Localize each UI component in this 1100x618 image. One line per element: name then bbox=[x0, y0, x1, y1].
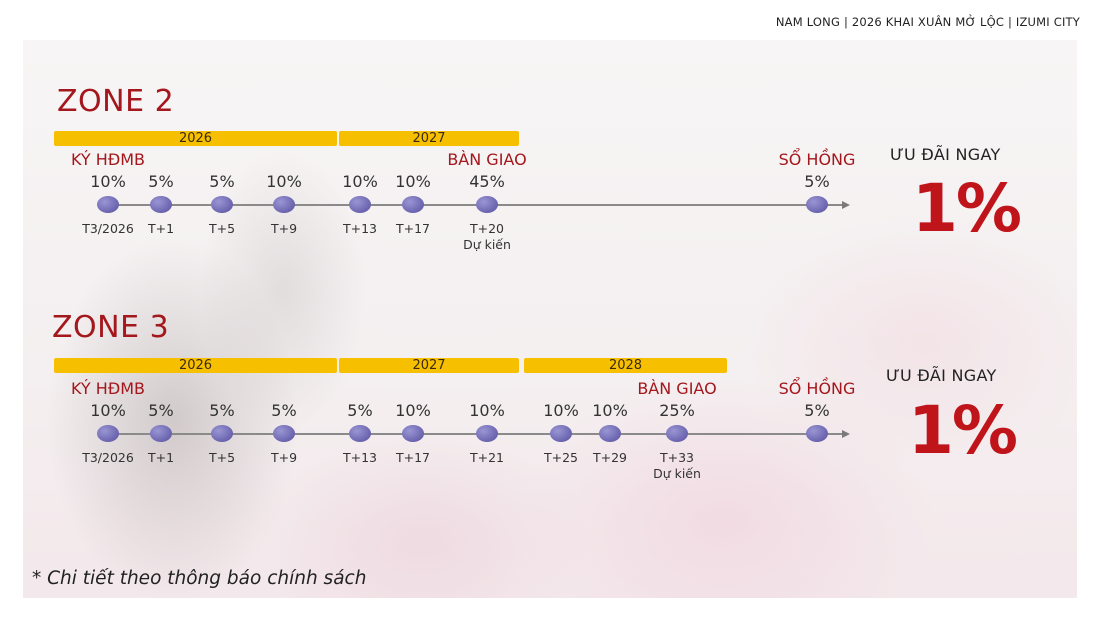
milestone-dot-icon bbox=[806, 425, 828, 442]
milestone-dot-icon bbox=[402, 196, 424, 213]
milestone-percent: 10% bbox=[543, 401, 579, 420]
year-bar-2026: 2026 bbox=[54, 358, 337, 373]
milestone-dot-icon bbox=[211, 196, 233, 213]
milestone-time: T+17 bbox=[395, 450, 431, 465]
milestone-percent: 10% bbox=[395, 401, 431, 420]
milestone-time: T+5 bbox=[208, 221, 236, 236]
offer-value: 1% bbox=[908, 392, 1018, 469]
year-bar-2028: 2028 bbox=[524, 358, 727, 373]
zone-3-title: ZONE 3 bbox=[52, 310, 170, 345]
year-bar-2027: 2027 bbox=[339, 358, 519, 373]
milestone-time: T+5 bbox=[208, 450, 236, 465]
milestone-dot-icon bbox=[97, 196, 119, 213]
milestone-label: BÀN GIAO bbox=[637, 379, 717, 398]
milestone-dot-icon bbox=[349, 196, 371, 213]
zone-2-title: ZONE 2 bbox=[57, 84, 175, 119]
milestone-dot-icon bbox=[273, 425, 295, 442]
milestone-percent: 10% bbox=[266, 172, 302, 191]
milestone-percent: 5% bbox=[209, 401, 235, 420]
milestone-dot-icon bbox=[599, 425, 621, 442]
milestone-percent: 5% bbox=[271, 401, 297, 420]
year-bar-2026: 2026 bbox=[54, 131, 337, 146]
milestone-percent: 5% bbox=[148, 401, 174, 420]
milestone-dot-icon bbox=[349, 425, 371, 442]
timeline-line bbox=[108, 433, 843, 435]
milestone-time: T+20 bbox=[469, 221, 505, 236]
milestone-note: Dự kiến bbox=[463, 237, 511, 252]
milestone-time: T+33 bbox=[659, 450, 695, 465]
milestone-percent: 5% bbox=[148, 172, 174, 191]
milestone-time: T+21 bbox=[469, 450, 505, 465]
milestone-percent: 25% bbox=[659, 401, 695, 420]
milestone-time: T+25 bbox=[543, 450, 579, 465]
milestone-label: SỔ HỒNG bbox=[778, 150, 856, 169]
milestone-percent: 5% bbox=[804, 172, 830, 191]
milestone-time: T+13 bbox=[342, 221, 378, 236]
milestone-dot-icon bbox=[150, 425, 172, 442]
milestone-time: T+9 bbox=[270, 450, 298, 465]
milestone-percent: 5% bbox=[209, 172, 235, 191]
milestone-dot-icon bbox=[402, 425, 424, 442]
background-photo bbox=[23, 40, 1077, 598]
footnote: * Chi tiết theo thông báo chính sách bbox=[32, 568, 367, 589]
milestone-note: Dự kiến bbox=[653, 466, 701, 481]
milestone-time: T+1 bbox=[147, 221, 175, 236]
milestone-percent: 10% bbox=[592, 401, 628, 420]
milestone-label: KÝ HĐMB bbox=[71, 379, 145, 398]
milestone-time: T+1 bbox=[147, 450, 175, 465]
milestone-percent: 10% bbox=[90, 401, 126, 420]
milestone-time: T3/2026 bbox=[82, 221, 134, 236]
milestone-label: BÀN GIAO bbox=[447, 150, 527, 169]
milestone-label: KÝ HĐMB bbox=[71, 150, 145, 169]
milestone-percent: 10% bbox=[395, 172, 431, 191]
timeline-line bbox=[108, 204, 843, 206]
arrow-right-icon bbox=[842, 430, 850, 438]
offer-value: 1% bbox=[912, 170, 1022, 247]
milestone-percent: 10% bbox=[342, 172, 378, 191]
milestone-percent: 45% bbox=[469, 172, 505, 191]
milestone-dot-icon bbox=[476, 196, 498, 213]
milestone-time: T3/2026 bbox=[82, 450, 134, 465]
milestone-percent: 5% bbox=[804, 401, 830, 420]
milestone-time: T+9 bbox=[270, 221, 298, 236]
arrow-right-icon bbox=[842, 201, 850, 209]
milestone-time: T+17 bbox=[395, 221, 431, 236]
milestone-dot-icon bbox=[666, 425, 688, 442]
milestone-dot-icon bbox=[273, 196, 295, 213]
milestone-dot-icon bbox=[550, 425, 572, 442]
offer-label: ƯU ĐÃI NGAY bbox=[886, 366, 997, 385]
year-bar-2027: 2027 bbox=[339, 131, 519, 146]
milestone-dot-icon bbox=[476, 425, 498, 442]
milestone-dot-icon bbox=[97, 425, 119, 442]
offer-label: ƯU ĐÃI NGAY bbox=[890, 145, 1001, 164]
milestone-dot-icon bbox=[150, 196, 172, 213]
milestone-time: T+29 bbox=[592, 450, 628, 465]
milestone-time: T+13 bbox=[342, 450, 378, 465]
milestone-percent: 10% bbox=[469, 401, 505, 420]
milestone-label: SỔ HỒNG bbox=[778, 379, 856, 398]
milestone-percent: 5% bbox=[347, 401, 373, 420]
milestone-dot-icon bbox=[211, 425, 233, 442]
header-title: NAM LONG | 2026 KHAI XUÂN MỞ LỘC | IZUMI… bbox=[775, 15, 1080, 29]
milestone-percent: 10% bbox=[90, 172, 126, 191]
milestone-dot-icon bbox=[806, 196, 828, 213]
